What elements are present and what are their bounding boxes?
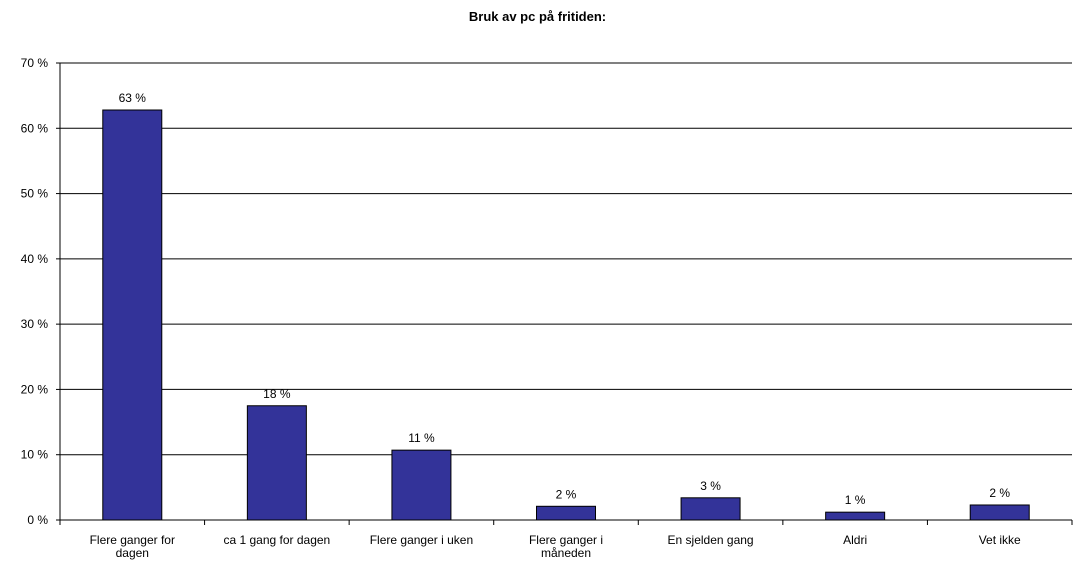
- y-tick-label: 70 %: [21, 56, 49, 70]
- x-tick-label: Vet ikke: [979, 533, 1021, 547]
- data-label: 11 %: [408, 431, 435, 445]
- y-tick-label: 50 %: [21, 187, 49, 201]
- data-label: 18 %: [263, 387, 291, 401]
- x-tick-label: Flere ganger i måneden: [529, 533, 603, 560]
- x-tick-label: Aldri: [843, 533, 867, 547]
- bar: [246, 405, 307, 521]
- y-tick-label: 60 %: [21, 121, 49, 135]
- y-tick-label: 30 %: [21, 317, 49, 331]
- y-tick-label: 0 %: [27, 513, 48, 527]
- x-tick-label: En sjelden gang: [668, 533, 754, 547]
- x-tick-label: Flere ganger i uken: [370, 533, 473, 547]
- bar: [391, 449, 452, 521]
- x-tick-label: Flere ganger for dagen: [90, 533, 175, 560]
- data-label: 3 %: [700, 479, 721, 493]
- y-tick-label: 40 %: [21, 252, 49, 266]
- bar: [102, 109, 163, 521]
- bar: [969, 504, 1030, 521]
- y-tick-label: 10 %: [21, 448, 49, 462]
- y-tick-label: 20 %: [21, 382, 49, 396]
- chart-title: Bruk av pc på fritiden:: [468, 9, 607, 24]
- bar: [680, 497, 741, 521]
- x-tick-label: ca 1 gang for dagen: [223, 533, 330, 547]
- data-label: 63 %: [119, 91, 147, 105]
- data-label: 2 %: [556, 487, 577, 501]
- bar: [825, 511, 886, 521]
- data-label: 2 %: [989, 486, 1010, 500]
- bar: [536, 505, 596, 521]
- data-label: 1 %: [845, 493, 866, 507]
